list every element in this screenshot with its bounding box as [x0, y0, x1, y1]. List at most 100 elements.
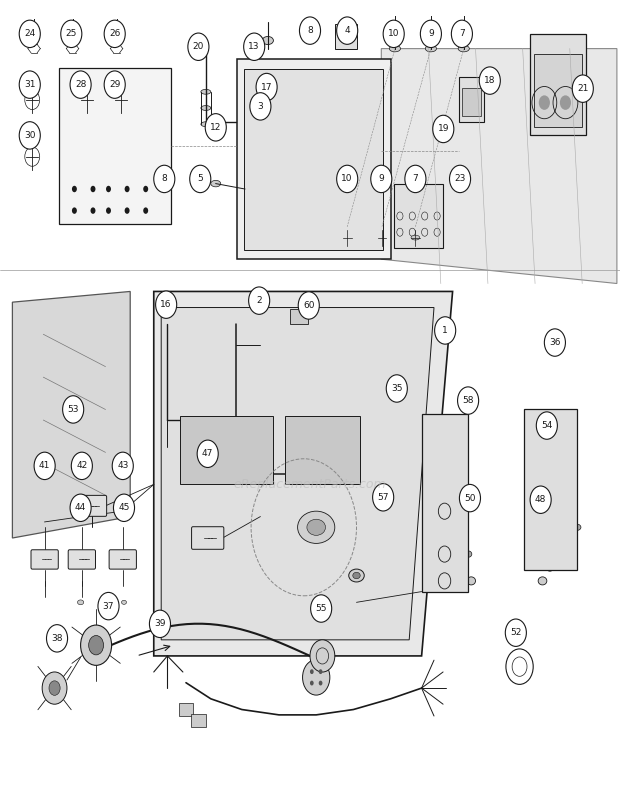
FancyBboxPatch shape [191, 714, 206, 727]
FancyBboxPatch shape [335, 24, 356, 48]
Ellipse shape [211, 181, 221, 187]
Ellipse shape [343, 235, 352, 240]
Circle shape [386, 375, 407, 402]
Text: 2: 2 [256, 296, 262, 305]
Ellipse shape [458, 45, 469, 52]
FancyBboxPatch shape [68, 550, 95, 569]
Text: 8: 8 [161, 174, 167, 184]
FancyBboxPatch shape [534, 54, 582, 127]
Ellipse shape [298, 511, 335, 543]
Circle shape [435, 317, 456, 344]
Text: 17: 17 [261, 82, 272, 92]
FancyBboxPatch shape [127, 150, 140, 163]
Circle shape [106, 207, 111, 214]
FancyBboxPatch shape [78, 115, 90, 128]
Text: 4: 4 [344, 26, 350, 35]
Text: 8: 8 [307, 26, 313, 35]
Circle shape [459, 484, 481, 512]
Circle shape [433, 115, 454, 143]
Ellipse shape [411, 235, 420, 240]
Text: 52: 52 [510, 628, 521, 638]
Text: 50: 50 [464, 493, 476, 503]
Polygon shape [161, 308, 434, 640]
Circle shape [49, 681, 60, 696]
FancyBboxPatch shape [244, 69, 383, 250]
Circle shape [143, 185, 148, 193]
Text: 39: 39 [154, 619, 166, 629]
Text: 47: 47 [202, 449, 213, 459]
Circle shape [530, 486, 551, 513]
Text: 19: 19 [438, 124, 449, 134]
Circle shape [319, 669, 322, 674]
Circle shape [373, 484, 394, 511]
Ellipse shape [237, 110, 246, 117]
Text: 21: 21 [577, 84, 588, 93]
FancyBboxPatch shape [462, 88, 480, 116]
FancyBboxPatch shape [237, 60, 391, 260]
FancyBboxPatch shape [179, 703, 193, 716]
Circle shape [89, 635, 104, 654]
FancyBboxPatch shape [180, 416, 273, 484]
Circle shape [337, 17, 358, 44]
Circle shape [420, 20, 441, 48]
Ellipse shape [389, 45, 401, 52]
Circle shape [143, 207, 148, 214]
Text: 41: 41 [39, 461, 50, 471]
Circle shape [383, 20, 404, 48]
Circle shape [250, 93, 271, 120]
Text: 25: 25 [66, 29, 77, 39]
Circle shape [19, 20, 40, 48]
Circle shape [450, 165, 471, 193]
FancyBboxPatch shape [524, 409, 577, 570]
Text: 10: 10 [388, 29, 399, 39]
Circle shape [298, 114, 310, 130]
Circle shape [70, 71, 91, 98]
Circle shape [72, 207, 77, 214]
Circle shape [113, 494, 135, 521]
Ellipse shape [307, 519, 326, 535]
Ellipse shape [78, 600, 84, 604]
Circle shape [71, 452, 92, 480]
Circle shape [104, 71, 125, 98]
FancyBboxPatch shape [102, 115, 115, 128]
Circle shape [451, 20, 472, 48]
Text: 43: 43 [117, 461, 128, 471]
Circle shape [106, 185, 111, 193]
Circle shape [303, 659, 330, 695]
Text: 26: 26 [109, 29, 120, 39]
Ellipse shape [464, 550, 472, 557]
Text: 38: 38 [51, 634, 63, 643]
Circle shape [205, 114, 226, 141]
Circle shape [188, 33, 209, 60]
Text: 45: 45 [118, 503, 130, 513]
Ellipse shape [201, 122, 211, 127]
Ellipse shape [201, 89, 211, 94]
Text: 44: 44 [75, 503, 86, 513]
Circle shape [335, 168, 347, 184]
Circle shape [536, 412, 557, 439]
Circle shape [572, 75, 593, 102]
Text: 58: 58 [463, 396, 474, 405]
FancyBboxPatch shape [102, 150, 115, 163]
Circle shape [560, 95, 571, 110]
Text: 23: 23 [454, 174, 466, 184]
Text: 20: 20 [193, 42, 204, 52]
Circle shape [244, 89, 252, 100]
Ellipse shape [378, 235, 386, 240]
Circle shape [310, 680, 314, 685]
Circle shape [149, 610, 170, 638]
Text: 60: 60 [303, 301, 314, 310]
Ellipse shape [425, 45, 436, 52]
Circle shape [125, 207, 130, 214]
Circle shape [405, 165, 426, 193]
Circle shape [154, 165, 175, 193]
FancyBboxPatch shape [459, 77, 484, 122]
Circle shape [46, 625, 68, 652]
Text: 9: 9 [428, 29, 434, 39]
Text: 7: 7 [459, 29, 465, 39]
Text: 57: 57 [378, 492, 389, 502]
Text: 10: 10 [342, 174, 353, 184]
FancyBboxPatch shape [285, 416, 360, 484]
Circle shape [375, 89, 384, 100]
Circle shape [479, 67, 500, 94]
